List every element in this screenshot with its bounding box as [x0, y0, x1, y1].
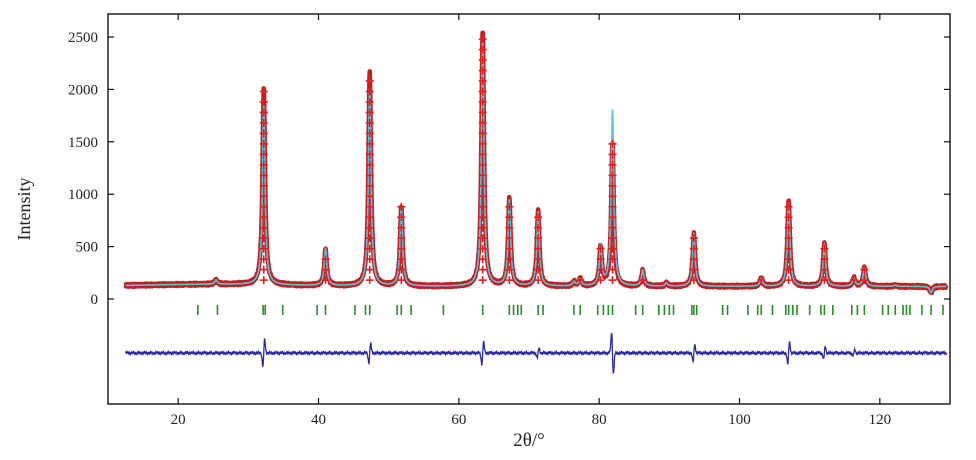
plot-frame — [107, 13, 951, 405]
observed-point — [849, 276, 858, 285]
y-tick-label: 0 — [91, 292, 99, 308]
observed-point — [608, 139, 617, 285]
x-tick-label: 40 — [311, 412, 326, 428]
observed-point — [596, 244, 605, 285]
x-axis-label: 2θ/° — [513, 430, 544, 451]
x-tick-label: 120 — [869, 412, 892, 428]
x-tick-label: 60 — [451, 412, 466, 428]
observed-point — [365, 77, 374, 285]
x-tick-label: 80 — [592, 412, 607, 428]
x-tick-label: 100 — [728, 412, 751, 428]
y-tick-label: 500 — [76, 240, 99, 256]
difference-curve — [124, 332, 948, 374]
observed-point — [689, 234, 698, 285]
observed-point — [397, 202, 406, 285]
observed-point — [820, 244, 829, 285]
observed-point — [638, 276, 647, 285]
observed-point — [259, 87, 268, 285]
y-tick-label: 1500 — [68, 135, 98, 151]
observed-point — [534, 213, 543, 285]
observed-point — [321, 255, 330, 285]
observed-point — [505, 202, 514, 285]
x-tick-label: 20 — [171, 412, 186, 428]
y-tick-label: 2000 — [68, 82, 98, 98]
y-tick-label: 1000 — [68, 187, 98, 203]
observed-point — [860, 265, 869, 285]
observed-point — [576, 276, 585, 285]
observed-point — [757, 276, 766, 285]
y-tick-label: 2500 — [68, 30, 98, 46]
y-axis-label: Intensity — [14, 178, 34, 241]
observed-point — [784, 202, 793, 285]
observed-point — [478, 35, 487, 285]
